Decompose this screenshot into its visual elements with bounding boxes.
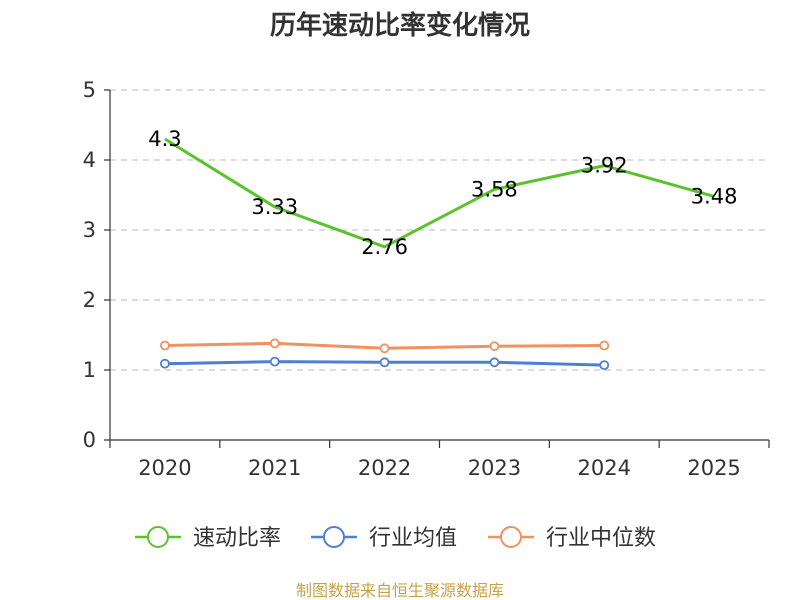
x-tick-label: 2024 bbox=[578, 456, 631, 480]
series bbox=[160, 137, 715, 371]
legend-item[interactable]: 速动比率 bbox=[135, 526, 281, 551]
data-point bbox=[160, 340, 170, 351]
legend-item[interactable]: 行业中位数 bbox=[488, 526, 656, 551]
y-tick-label: 1 bbox=[83, 358, 96, 382]
legend-label: 行业中位数 bbox=[546, 526, 656, 551]
data-point bbox=[599, 340, 610, 351]
data-point bbox=[599, 360, 610, 371]
legend-item[interactable]: 行业均值 bbox=[311, 526, 457, 551]
data-point bbox=[269, 356, 280, 367]
data-label: 3.33 bbox=[251, 195, 298, 219]
grid bbox=[110, 89, 769, 371]
data-point bbox=[489, 341, 500, 352]
y-tick-label: 3 bbox=[83, 218, 96, 242]
legend-marker bbox=[147, 526, 169, 548]
data-label: 3.48 bbox=[691, 184, 738, 208]
y-tick-label: 5 bbox=[83, 78, 96, 102]
legend-marker bbox=[323, 526, 345, 548]
legend: 速动比率 行业均值 行业中位数 bbox=[135, 526, 656, 551]
data-label: 3.92 bbox=[581, 154, 628, 178]
source-note: 制图数据来自恒生聚源数据库 bbox=[296, 581, 504, 600]
x-tick-label: 2025 bbox=[687, 456, 740, 480]
chart-title: 历年速动比率变化情况 bbox=[270, 10, 530, 41]
x-tick-label: 2023 bbox=[468, 456, 521, 480]
legend-marker bbox=[500, 526, 522, 548]
data-label: 3.58 bbox=[471, 177, 518, 201]
x-tick-label: 2020 bbox=[138, 456, 191, 480]
data-point bbox=[160, 358, 170, 369]
x-tick-label: 2022 bbox=[358, 456, 411, 480]
x-tick-label: 2021 bbox=[248, 456, 301, 480]
y-tick-label: 0 bbox=[83, 428, 96, 452]
data-label: 4.3 bbox=[148, 127, 181, 151]
legend-label: 速动比率 bbox=[193, 526, 281, 551]
data-label: 2.76 bbox=[361, 235, 408, 259]
data-point bbox=[489, 357, 500, 368]
data-labels: 4.3 3.33 2.76 3.58 3.92 3.48 bbox=[148, 127, 737, 259]
series-line-0 bbox=[164, 137, 715, 249]
data-point bbox=[379, 343, 390, 354]
y-tick-label: 4 bbox=[83, 148, 96, 172]
axes: 0 1 2 3 4 5 2020 2021 2022 2023 2024 2025 bbox=[83, 78, 770, 480]
data-point bbox=[379, 357, 390, 368]
data-point bbox=[269, 338, 280, 349]
y-tick-label: 2 bbox=[83, 288, 96, 312]
legend-label: 行业均值 bbox=[369, 526, 457, 551]
